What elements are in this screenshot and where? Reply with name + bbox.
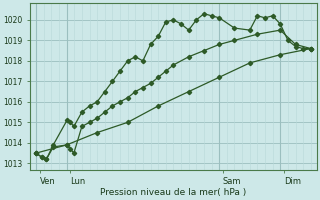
X-axis label: Pression niveau de la mer( hPa ): Pression niveau de la mer( hPa ) [100, 188, 247, 197]
